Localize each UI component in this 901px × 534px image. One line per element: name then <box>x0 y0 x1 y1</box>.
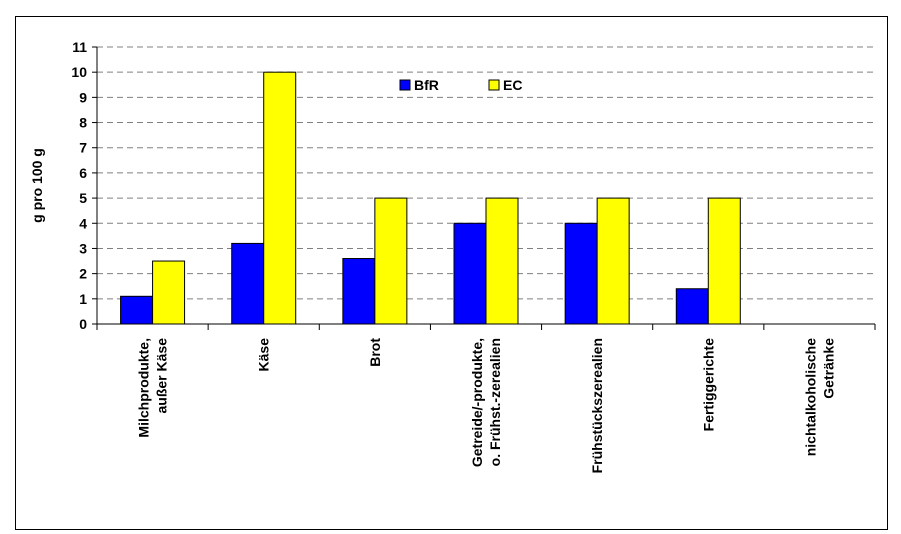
y-tick-label: 6 <box>79 165 87 181</box>
x-category-label: o. Frühst.-zerealien <box>487 338 503 466</box>
bar-ec <box>152 260 186 325</box>
bar-bfr <box>342 258 376 325</box>
x-category-label: außer Käse <box>154 338 170 414</box>
bar-bfr <box>453 222 487 325</box>
y-tick-label: 1 <box>79 291 87 307</box>
y-tick-label: 2 <box>79 266 87 282</box>
x-category-label: Käse <box>256 338 272 372</box>
legend-label-bfr: BfR <box>414 77 439 93</box>
x-category-label: Getreide/-produkte, <box>469 338 485 467</box>
x-category-label: Milchprodukte, <box>136 338 152 438</box>
y-tick-label: 10 <box>71 64 87 80</box>
bar-ec <box>707 197 741 325</box>
bar-bfr <box>564 222 598 325</box>
bar-ec <box>485 197 519 325</box>
y-tick-label: 9 <box>79 89 87 105</box>
y-tick-label: 4 <box>79 215 87 231</box>
x-category-label: Brot <box>367 338 383 367</box>
bar-bfr <box>675 288 709 325</box>
x-category-label: nichtalkoholische <box>802 338 818 456</box>
y-tick-label: 7 <box>79 140 87 156</box>
y-axis-label: g pro 100 g <box>29 148 45 223</box>
y-tick-label: 8 <box>79 115 87 131</box>
y-tick-label: 5 <box>79 190 87 206</box>
y-tick-label: 11 <box>72 39 87 55</box>
x-category-label: Fertiggerichte <box>700 338 716 432</box>
legend-swatch-ec <box>488 79 500 91</box>
x-category-label: Frühstückszerealien <box>589 338 605 473</box>
legend-swatch-bfr <box>399 79 411 91</box>
bar-bfr <box>120 295 154 325</box>
bar-ec <box>263 71 297 325</box>
x-category-label: Getränke <box>820 338 836 399</box>
bar-bfr <box>231 242 265 325</box>
legend-label-ec: EC <box>503 77 522 93</box>
bar-ec <box>374 197 408 325</box>
y-tick-label: 3 <box>79 240 87 256</box>
y-tick-label: 0 <box>79 316 87 332</box>
bar-ec <box>596 197 630 325</box>
